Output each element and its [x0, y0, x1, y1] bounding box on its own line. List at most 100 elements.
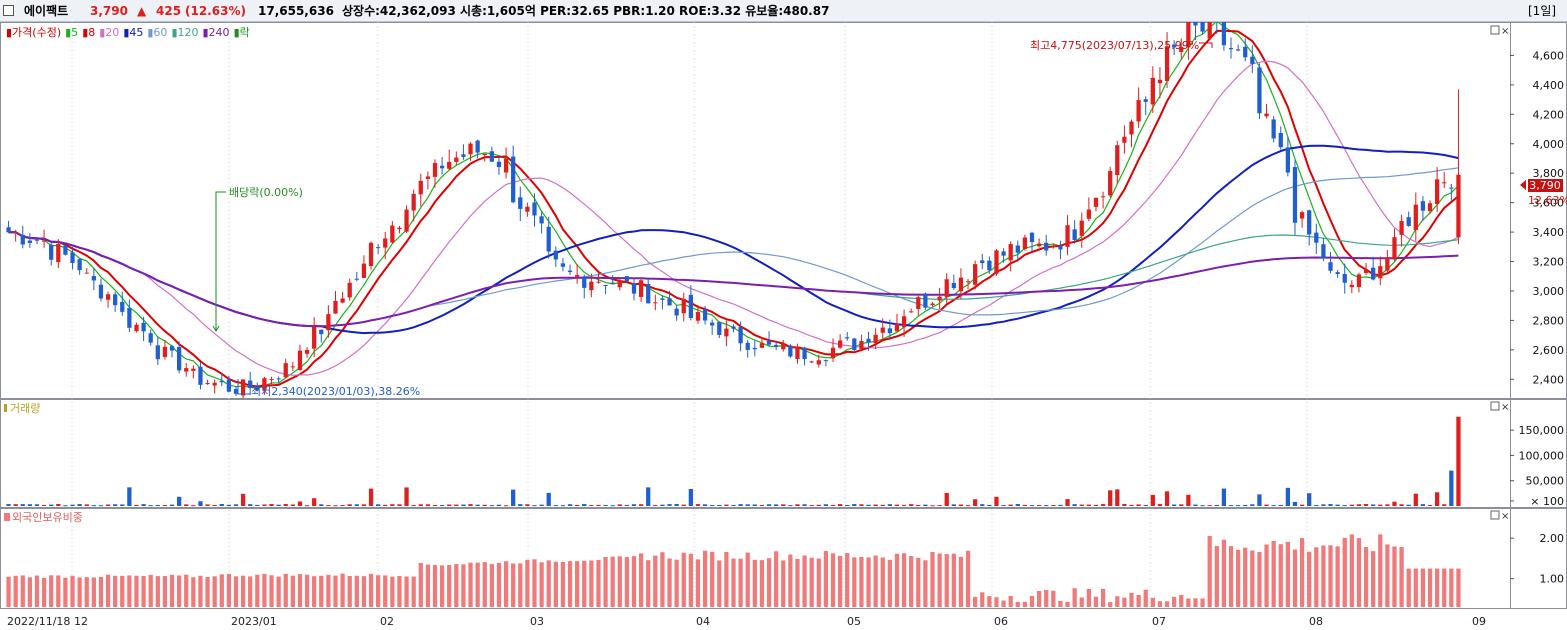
foreign-bar	[965, 550, 971, 607]
volume-bar	[1093, 504, 1099, 506]
foreign-bar	[724, 552, 729, 607]
foreign-bar	[1108, 602, 1113, 607]
volume-bar	[582, 504, 587, 506]
panel-close-icon[interactable]: ×	[1501, 402, 1509, 413]
candle-body	[283, 363, 288, 378]
foreign-bar	[262, 573, 267, 607]
volume-bar	[1413, 493, 1418, 506]
price-change: 425	[156, 4, 182, 18]
volume-bar	[688, 488, 693, 506]
foreign-bar	[6, 576, 11, 607]
volume-bar	[1442, 504, 1447, 506]
foreign-bar	[1228, 546, 1234, 607]
candle-body	[127, 308, 132, 328]
candle-body	[361, 263, 367, 278]
foreign-bar	[1221, 539, 1227, 607]
volume-bar	[1363, 504, 1369, 506]
foreign-bar	[617, 556, 622, 607]
foreign-bar	[567, 561, 573, 607]
volume-bar	[312, 498, 317, 506]
dividend-arrow-icon	[212, 325, 220, 332]
y-tick-label: 3,800	[1533, 167, 1565, 180]
foreign-bar	[759, 560, 765, 607]
candle-body	[631, 283, 637, 294]
foreign-bar	[1342, 537, 1347, 607]
foreign-bar	[205, 577, 210, 607]
volume-bar	[240, 493, 246, 506]
candle-body	[745, 342, 750, 350]
foreign-panel-buttons[interactable]: ×	[1490, 510, 1509, 522]
candle-body	[781, 343, 786, 350]
foreign-bar	[354, 575, 359, 607]
stock-header-bar: 에이팩트 3,790 ▲ 425 (12.63%) 17,655,636 상장수…	[0, 0, 1567, 22]
foreign-bar	[610, 556, 615, 607]
candle-body	[830, 347, 836, 359]
candle-body	[1328, 262, 1333, 271]
volume-bar	[1108, 490, 1113, 506]
volume-bar	[27, 504, 33, 506]
foreign-bar	[212, 576, 217, 607]
panel-close-icon[interactable]: ×	[1501, 511, 1509, 522]
panel-close-icon[interactable]: ×	[1501, 26, 1509, 37]
volume-bar	[532, 505, 537, 507]
volume-bar	[1371, 504, 1376, 506]
candle-body	[1385, 257, 1390, 271]
volume-bar	[610, 505, 615, 507]
candlesticks	[6, 22, 1461, 399]
volume-bar	[937, 505, 942, 507]
volume-bar	[1164, 491, 1170, 506]
panel-maximize-icon[interactable]	[1490, 510, 1500, 520]
foreign-bar	[1434, 568, 1440, 607]
foreign-bar	[1136, 594, 1141, 607]
candle-body	[432, 162, 438, 177]
volume-bar	[1150, 494, 1155, 506]
candle-body	[596, 281, 601, 283]
foreign-bar	[113, 575, 118, 607]
volume-bar	[674, 504, 679, 506]
candle-body	[49, 244, 54, 260]
candle-body	[304, 349, 310, 354]
candle-body	[6, 227, 11, 233]
candle-body	[617, 280, 622, 288]
foreign-bar	[340, 573, 345, 607]
candle-body	[688, 294, 693, 319]
foreign-bar	[1307, 551, 1312, 607]
foreign-bar	[98, 576, 104, 607]
volume-bar	[326, 505, 331, 507]
volume-bar	[1449, 470, 1454, 506]
volume-bar	[1029, 505, 1035, 507]
period-selector[interactable]: [1일]	[1528, 4, 1557, 18]
volume-bar	[141, 504, 146, 506]
foreign-bar	[1115, 596, 1120, 607]
select-checkbox[interactable]	[3, 5, 14, 16]
stock-stats: 상장수:42,362,093 시총:1,605억 PER:32.65 PBR:1…	[342, 4, 830, 18]
panel-maximize-icon[interactable]	[1490, 25, 1500, 35]
ma-line-20	[8, 60, 1459, 376]
volume-bar	[1122, 504, 1127, 506]
price-panel-buttons[interactable]: ×	[1490, 25, 1509, 37]
x-tick-label: 04	[696, 615, 710, 628]
volume-bar	[617, 504, 622, 506]
foreign-bar	[852, 557, 857, 607]
foreign-bar	[795, 558, 800, 607]
foreign-bar	[1378, 534, 1383, 607]
panel-maximize-icon[interactable]	[1490, 401, 1500, 411]
volume-bar	[496, 504, 502, 506]
foreign-bar	[1392, 546, 1397, 607]
candle-body	[91, 276, 96, 281]
volume-bar	[724, 504, 729, 506]
foreign-bar	[1371, 551, 1376, 607]
current-price-pct-label: 12.63%	[1528, 194, 1567, 207]
volume-bar	[1051, 505, 1056, 507]
candle-body	[84, 272, 89, 274]
foreign-bar	[859, 556, 864, 607]
candle-body	[909, 311, 914, 313]
foreign-bar	[34, 575, 40, 607]
foreign-bar	[49, 575, 54, 607]
volume-panel-buttons[interactable]: ×	[1490, 401, 1509, 413]
legend-item: ▮120	[171, 26, 198, 39]
volume-panel-frame	[0, 399, 1567, 508]
foreign-bar	[560, 561, 566, 607]
candle-body	[390, 225, 395, 243]
candle-body	[1235, 49, 1241, 51]
